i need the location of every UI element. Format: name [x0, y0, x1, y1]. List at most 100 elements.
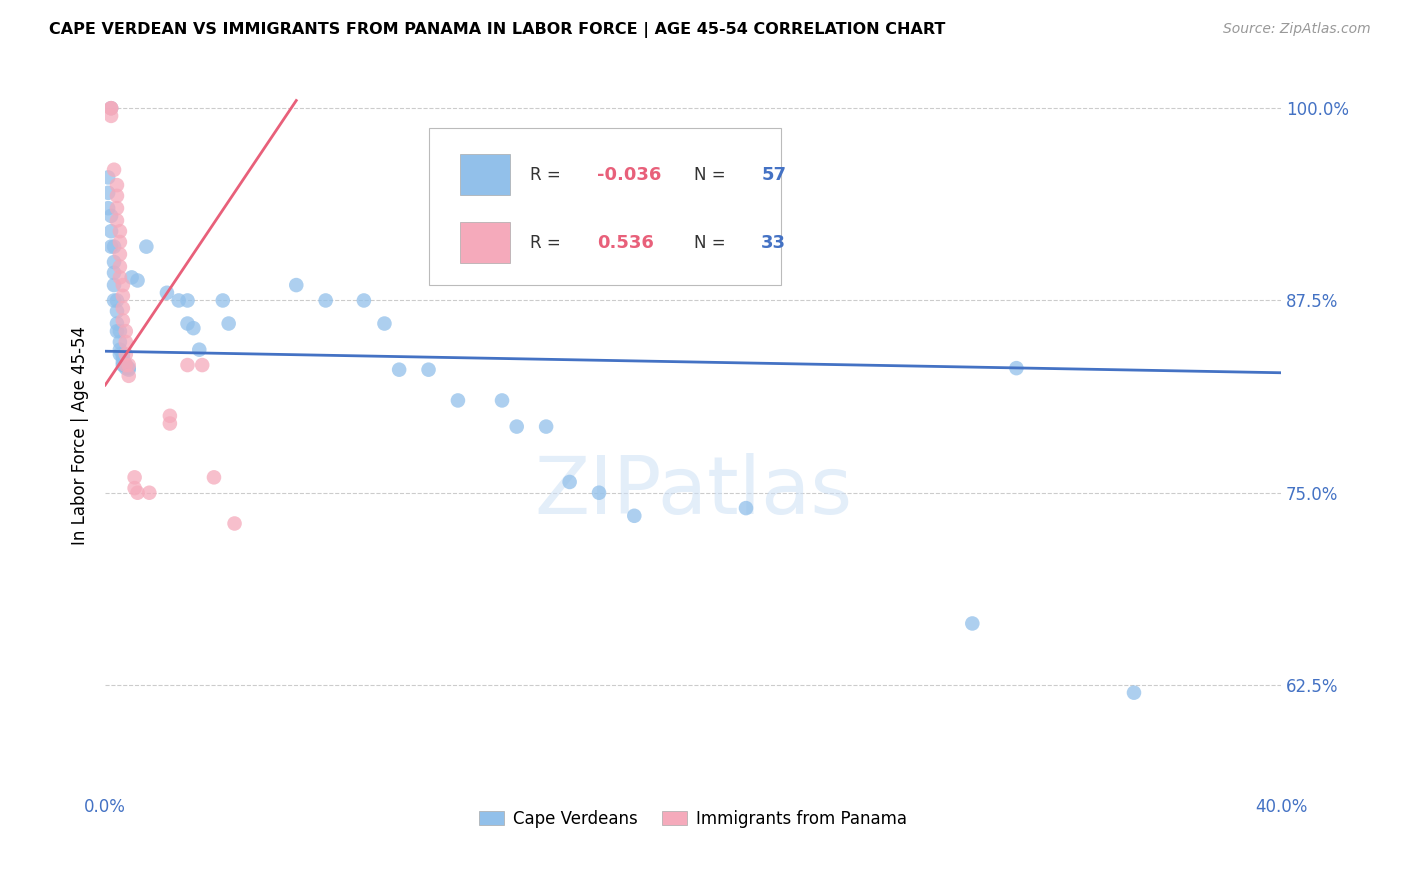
Point: [558, 475, 581, 489]
Text: N =: N =: [695, 167, 731, 185]
Point: [418, 362, 440, 376]
Point: [114, 324, 136, 338]
Point: [111, 313, 134, 327]
Point: [100, 101, 122, 115]
Point: [176, 358, 198, 372]
Point: [114, 358, 136, 372]
Point: [176, 317, 198, 331]
Point: [111, 355, 134, 369]
Point: [97, 186, 120, 200]
Point: [97, 170, 120, 185]
FancyBboxPatch shape: [460, 154, 509, 194]
Point: [108, 224, 131, 238]
Point: [108, 343, 131, 357]
Legend: Cape Verdeans, Immigrants from Panama: Cape Verdeans, Immigrants from Panama: [472, 803, 914, 834]
Point: [124, 470, 146, 484]
Point: [105, 178, 128, 193]
Point: [135, 239, 157, 253]
Text: R =: R =: [530, 235, 565, 252]
Point: [118, 368, 141, 383]
Point: [103, 266, 125, 280]
Point: [202, 470, 225, 484]
Point: [100, 224, 122, 238]
Point: [108, 235, 131, 249]
Text: ZIPatlas: ZIPatlas: [534, 453, 852, 532]
Point: [103, 162, 125, 177]
Point: [623, 508, 645, 523]
Point: [124, 481, 146, 495]
Point: [100, 239, 122, 253]
Point: [118, 358, 141, 372]
Point: [108, 334, 131, 349]
Point: [103, 255, 125, 269]
Point: [315, 293, 337, 308]
Point: [373, 317, 395, 331]
Point: [159, 409, 181, 423]
Point: [105, 293, 128, 308]
Text: -0.036: -0.036: [596, 167, 661, 185]
Point: [105, 213, 128, 227]
Point: [111, 289, 134, 303]
Point: [1123, 686, 1146, 700]
Point: [211, 293, 233, 308]
Point: [103, 293, 125, 308]
Point: [224, 516, 246, 531]
Point: [191, 358, 214, 372]
Point: [108, 324, 131, 338]
Point: [588, 485, 610, 500]
Point: [108, 347, 131, 361]
Point: [108, 247, 131, 261]
Point: [156, 285, 179, 300]
Point: [100, 109, 122, 123]
Point: [118, 361, 141, 376]
Point: [159, 417, 181, 431]
Point: [167, 293, 190, 308]
Point: [111, 301, 134, 315]
Point: [127, 273, 149, 287]
Point: [176, 293, 198, 308]
Point: [491, 393, 513, 408]
Point: [105, 324, 128, 338]
Point: [188, 343, 211, 357]
Point: [118, 362, 141, 376]
Point: [114, 358, 136, 372]
Text: N =: N =: [695, 235, 731, 252]
Point: [183, 321, 205, 335]
Text: Source: ZipAtlas.com: Source: ZipAtlas.com: [1223, 22, 1371, 37]
Point: [111, 358, 134, 372]
Point: [353, 293, 375, 308]
Text: CAPE VERDEAN VS IMMIGRANTS FROM PANAMA IN LABOR FORCE | AGE 45-54 CORRELATION CH: CAPE VERDEAN VS IMMIGRANTS FROM PANAMA I…: [49, 22, 946, 38]
Point: [1005, 361, 1028, 376]
Point: [111, 278, 134, 293]
Point: [506, 419, 529, 434]
Point: [127, 485, 149, 500]
Point: [105, 201, 128, 215]
Point: [100, 101, 122, 115]
Text: R =: R =: [530, 167, 565, 185]
Point: [735, 501, 758, 516]
Point: [103, 278, 125, 293]
Point: [108, 270, 131, 285]
Point: [138, 485, 160, 500]
Point: [218, 317, 240, 331]
Point: [114, 334, 136, 349]
Point: [97, 201, 120, 215]
Point: [534, 419, 557, 434]
Point: [105, 189, 128, 203]
Point: [103, 239, 125, 253]
Point: [962, 616, 984, 631]
Y-axis label: In Labor Force | Age 45-54: In Labor Force | Age 45-54: [72, 326, 89, 544]
Point: [114, 347, 136, 361]
Point: [100, 209, 122, 223]
Text: 57: 57: [761, 167, 786, 185]
FancyBboxPatch shape: [429, 128, 782, 285]
Point: [100, 101, 122, 115]
Point: [108, 260, 131, 274]
Point: [447, 393, 470, 408]
Point: [114, 358, 136, 372]
FancyBboxPatch shape: [460, 222, 509, 262]
Point: [285, 278, 308, 293]
Point: [111, 347, 134, 361]
Point: [388, 362, 411, 376]
Point: [111, 351, 134, 365]
